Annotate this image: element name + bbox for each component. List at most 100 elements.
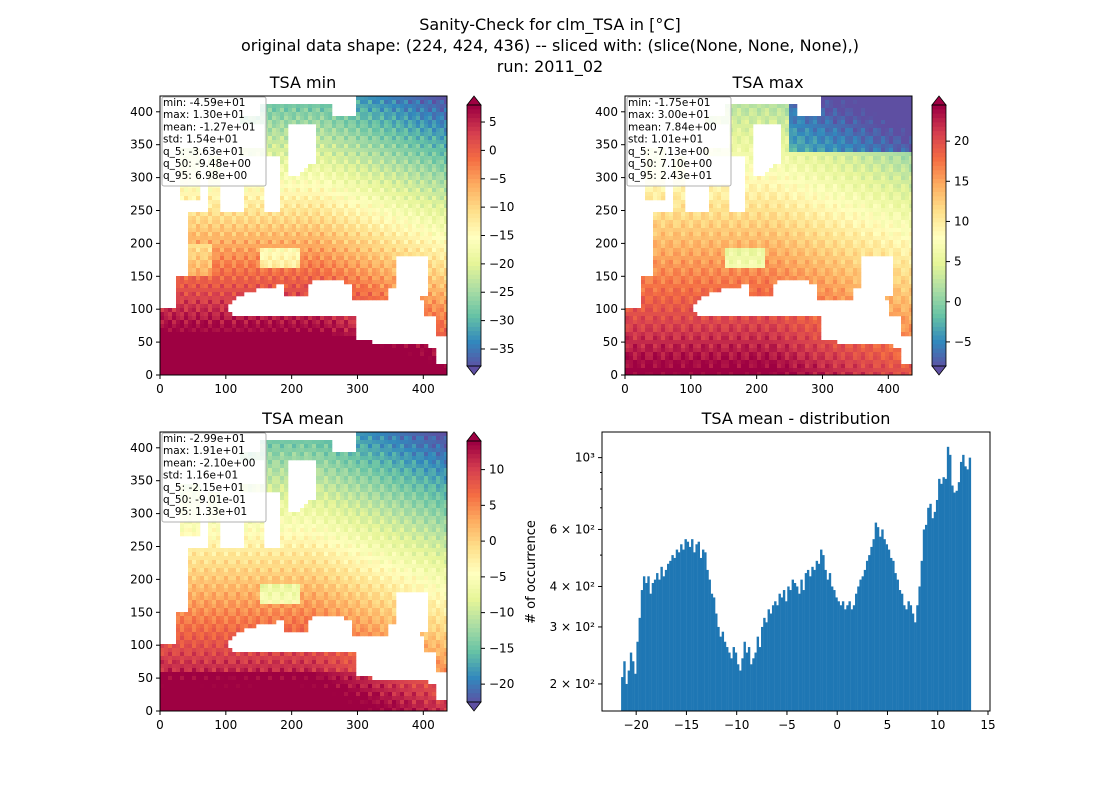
tsa_min-cell bbox=[392, 96, 397, 101]
tsa_min-cell bbox=[340, 156, 345, 161]
tsa_min-cell bbox=[396, 96, 401, 101]
tsa_min-cell bbox=[428, 136, 433, 141]
tsa_min-cell bbox=[224, 276, 229, 281]
tsa_min-cell bbox=[216, 196, 221, 201]
tsa_min-cell bbox=[300, 252, 305, 257]
tsa_min-cell bbox=[332, 208, 337, 213]
tsa_min-cell bbox=[324, 336, 329, 341]
tsa_min-cell bbox=[352, 272, 357, 277]
tsa_min-cell bbox=[340, 336, 345, 341]
tsa_min-cell bbox=[440, 240, 445, 245]
tsa_min-cell bbox=[440, 324, 445, 329]
tsa_min-cell bbox=[288, 228, 293, 233]
tsa_min-cell bbox=[220, 288, 225, 293]
tsa_min-cell bbox=[236, 212, 241, 217]
tsa_max-cell bbox=[841, 172, 846, 177]
tsa_min-cell bbox=[436, 240, 441, 245]
tsa_min-cell bbox=[272, 248, 277, 253]
tsa_max-cell bbox=[889, 160, 894, 165]
tsa_max-cell bbox=[677, 192, 682, 197]
tsa_max-cell bbox=[781, 204, 786, 209]
tsa_min-cell bbox=[296, 280, 301, 285]
tsa_min-cell bbox=[420, 192, 425, 197]
tsa_min-cell bbox=[280, 128, 285, 133]
tsa_max-cell bbox=[765, 204, 770, 209]
tsa_min-cell bbox=[224, 312, 229, 317]
tsa_max-cell bbox=[897, 160, 902, 165]
tsa_max-cell bbox=[817, 152, 822, 157]
tsa_min-cell bbox=[260, 224, 265, 229]
tsa_min-cell bbox=[428, 108, 433, 113]
tsa_min-cell bbox=[308, 204, 313, 209]
tsa_max-cell bbox=[765, 180, 770, 185]
tsa_max-cell bbox=[789, 180, 794, 185]
tsa_min-cell bbox=[284, 236, 289, 241]
tsa_max-cell bbox=[829, 140, 834, 145]
tsa_max-cell bbox=[905, 160, 910, 165]
tsa_min-cell bbox=[284, 292, 289, 297]
tsa_min-cell bbox=[304, 196, 309, 201]
tsa_min-cell bbox=[276, 128, 281, 133]
tsa_min-cell bbox=[224, 232, 229, 237]
tsa_min-cell bbox=[428, 152, 433, 157]
tsa_min-cell bbox=[440, 316, 445, 321]
tsa_min-cell bbox=[300, 224, 305, 229]
tsa_max-cell bbox=[909, 160, 912, 165]
tsa_min-cell bbox=[308, 184, 313, 189]
tsa_min-cell bbox=[332, 256, 337, 261]
tsa_min-cell bbox=[204, 344, 209, 349]
tsa_max-cell bbox=[853, 132, 858, 137]
tsa_min-cell bbox=[324, 204, 329, 209]
tsa_max-cell bbox=[749, 172, 754, 177]
tsa_min-cell bbox=[420, 108, 425, 113]
tsa_max-cell bbox=[905, 196, 910, 201]
tsa_min-cell bbox=[304, 276, 309, 281]
tsa_max-cell bbox=[881, 176, 886, 181]
tsa_min-cell bbox=[420, 156, 425, 161]
tsa_min-cell bbox=[228, 264, 233, 269]
colorbar-segment bbox=[467, 279, 481, 284]
tsa_min-cell bbox=[444, 180, 447, 185]
tsa_min-cell bbox=[380, 156, 385, 161]
tsa_min-cell bbox=[316, 104, 321, 109]
tsa_max-cell bbox=[749, 176, 754, 181]
tsa_min-cell bbox=[320, 128, 325, 133]
tsa_min-cell bbox=[348, 172, 353, 177]
tsa_min-cell bbox=[336, 336, 341, 341]
tsa_min-cell bbox=[412, 208, 417, 213]
tsa_min-cell bbox=[220, 244, 225, 249]
tsa_max-cell bbox=[865, 168, 870, 173]
tsa_max-cell bbox=[901, 124, 906, 129]
tsa_min-cell bbox=[408, 124, 413, 129]
tsa_min-cell bbox=[204, 304, 209, 309]
tsa_max-cell bbox=[741, 116, 746, 121]
tsa_min-cell bbox=[240, 280, 245, 285]
tsa_min-cell bbox=[176, 332, 181, 337]
tsa_max-cell bbox=[801, 160, 806, 165]
tsa_min-cell bbox=[392, 160, 397, 165]
tsa_min-cell bbox=[304, 180, 309, 185]
tsa_min-cell bbox=[360, 220, 365, 225]
tsa_min-cell bbox=[436, 124, 441, 129]
tsa_max-cell bbox=[841, 120, 846, 125]
tsa_min-cell bbox=[264, 220, 269, 225]
tsa_min-cell bbox=[192, 212, 197, 217]
tsa_min-cell bbox=[204, 296, 209, 301]
tsa_max-cell bbox=[741, 144, 746, 149]
tsa_max-cell bbox=[713, 208, 718, 213]
tsa_min-cell bbox=[304, 240, 309, 245]
tsa_min-cell bbox=[220, 268, 225, 273]
tsa_min-cell bbox=[284, 220, 289, 225]
tsa_min-cell bbox=[368, 280, 373, 285]
tsa_min-cell bbox=[420, 168, 425, 173]
tsa_min-cell bbox=[404, 224, 409, 229]
tsa_min-cell bbox=[276, 244, 281, 249]
tsa_min-cell bbox=[348, 356, 353, 361]
tsa_max-cell bbox=[837, 180, 842, 185]
tsa_max-cell bbox=[725, 204, 730, 209]
tsa_min-cell bbox=[320, 192, 325, 197]
tsa_min-cell bbox=[348, 152, 353, 157]
tsa_max-cell bbox=[829, 144, 834, 149]
tsa_min-cell bbox=[292, 200, 297, 205]
tsa_min-cell bbox=[324, 172, 329, 177]
